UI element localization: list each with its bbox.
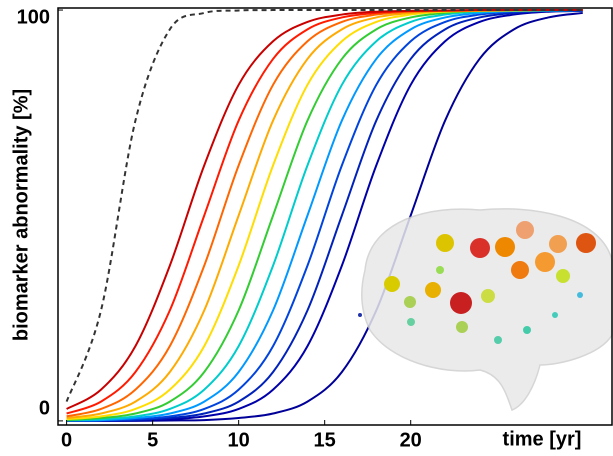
curve — [66, 9, 583, 410]
x-tick-label: 5 — [147, 429, 158, 451]
curve — [66, 9, 583, 422]
x-tick-label: 15 — [314, 429, 336, 451]
plot-frame — [57, 7, 613, 426]
x-tick-label: 20 — [400, 429, 422, 451]
x-tick-label: 0 — [61, 429, 72, 451]
y-tick-label: 0 — [39, 397, 50, 419]
x-axis-label: time [yr] — [503, 428, 582, 450]
y-tick-label: 100 — [17, 6, 50, 28]
brain-image — [358, 208, 613, 411]
y-axis-label: biomarker abnormality [%] — [10, 89, 32, 341]
x-tick-label: 10 — [228, 429, 250, 451]
curve — [65, 9, 583, 402]
curve — [66, 9, 583, 422]
